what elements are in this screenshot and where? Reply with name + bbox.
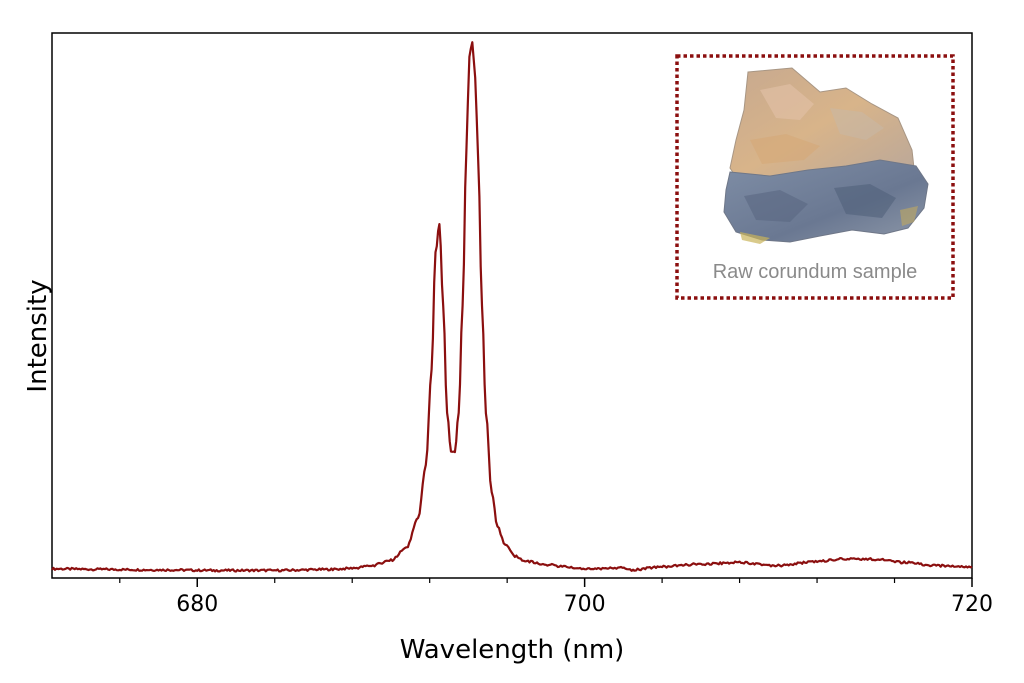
x-tick-label: 700 [564, 592, 606, 617]
x-tick-label: 720 [951, 592, 993, 617]
x-axis-tick-labels: 680 700 720 [176, 592, 993, 617]
x-tick-label: 680 [176, 592, 218, 617]
rock-photo [723, 67, 929, 244]
plot-frame [51, 32, 973, 579]
y-axis-title: Intensity [23, 279, 53, 392]
x-axis-title: Wavelength (nm) [400, 635, 625, 665]
series-line [51, 41, 973, 573]
inset-caption: Raw corundum sample [713, 261, 918, 283]
inset-panel: Raw corundum sample [675, 54, 955, 300]
x-axis-ticks [119, 578, 973, 587]
inset-border [675, 54, 955, 300]
